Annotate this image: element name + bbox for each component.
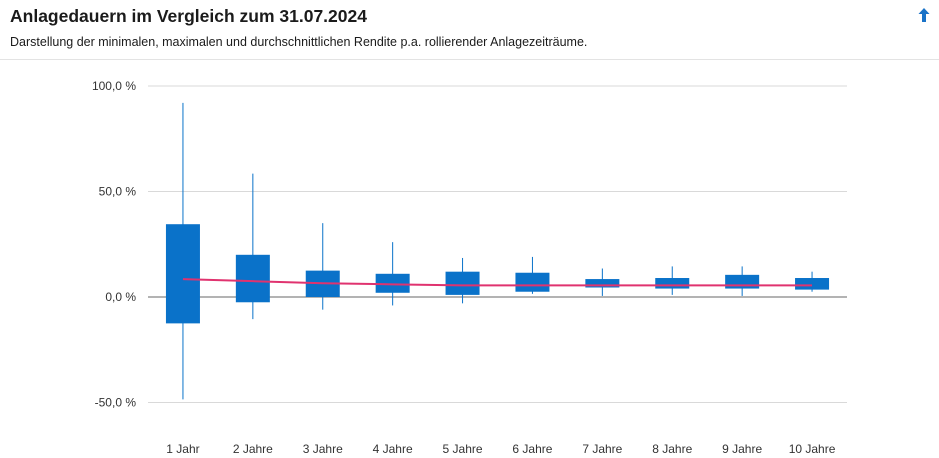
box — [235, 254, 270, 303]
x-tick-label: 4 Jahre — [373, 442, 413, 456]
chart-title: Anlagedauern im Vergleich zum 31.07.2024 — [10, 6, 367, 26]
arrow-up-icon — [918, 8, 930, 22]
chart-subtitle: Darstellung der minimalen, maximalen und… — [10, 35, 588, 49]
x-tick-label: 1 Jahr — [166, 442, 199, 456]
x-tick-label: 2 Jahre — [233, 442, 273, 456]
x-tick-label: 3 Jahre — [303, 442, 343, 456]
box — [655, 278, 690, 289]
y-tick-label: 50,0 % — [99, 185, 137, 199]
x-tick-label: 6 Jahre — [512, 442, 552, 456]
box — [515, 272, 550, 292]
box — [725, 274, 760, 289]
x-tick-label: 7 Jahre — [582, 442, 622, 456]
x-tick-label: 9 Jahre — [722, 442, 762, 456]
y-tick-label: -50,0 % — [95, 396, 137, 410]
x-tick-label: 8 Jahre — [652, 442, 692, 456]
scroll-up-button[interactable] — [915, 6, 933, 24]
x-tick-label: 5 Jahre — [443, 442, 483, 456]
box — [375, 273, 410, 293]
chart-header: Anlagedauern im Vergleich zum 31.07.2024… — [10, 4, 929, 50]
x-tick-label: 10 Jahre — [789, 442, 836, 456]
header-divider — [0, 59, 939, 60]
box — [585, 279, 620, 288]
average-line — [182, 278, 813, 287]
y-tick-label: 0,0 % — [105, 290, 136, 304]
box — [795, 278, 830, 290]
y-tick-label: 100,0 % — [92, 79, 136, 93]
box — [165, 224, 200, 324]
box — [445, 271, 480, 295]
